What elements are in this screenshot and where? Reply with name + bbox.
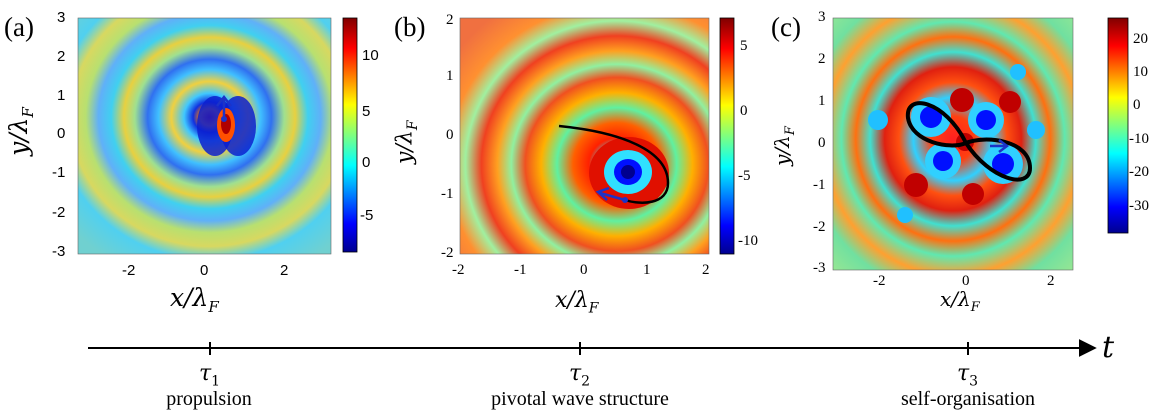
xlabel-text: x/λ [555, 288, 589, 313]
colorbar-tick-label: 0 [1133, 97, 1141, 113]
x-tick-label: 2 [702, 262, 710, 278]
colorbar-tick-label: -5 [738, 168, 751, 184]
stage-1-caption: propulsion [166, 388, 252, 410]
ylabel-sub: F [782, 126, 798, 136]
panel-c-xlabel: x/λF [940, 287, 980, 315]
colorbar-tick-label: 0 [362, 154, 371, 171]
y-tick-label: 2 [818, 51, 826, 67]
stage-2-caption: pivotal wave structure [491, 388, 669, 410]
panel-a-xlabel: x/λF [170, 283, 219, 316]
tau-sub: 3 [969, 373, 979, 390]
ylabel-sub: F [18, 107, 37, 118]
x-tick-label: 0 [200, 262, 209, 279]
xlabel-sub: F [970, 300, 980, 315]
colorbar-tick-label: -10 [1129, 131, 1149, 147]
panel-c-field-details [868, 64, 1045, 223]
panel-b-letter: (b) [394, 12, 426, 42]
panel-c-trajectory [905, 101, 1033, 182]
xlabel-sub: F [588, 300, 599, 317]
colorbar-tick-label: 0 [740, 103, 748, 119]
colorbar-tick-label: 10 [1133, 64, 1148, 80]
y-tick-label: 1 [57, 87, 66, 104]
panel-b-field-details [589, 137, 669, 209]
colorbar-tick-label: 5 [740, 38, 748, 54]
y-tick-label: -1 [813, 177, 826, 193]
panel-b-colorbar [719, 17, 735, 255]
panel-c-velocity-arrow [990, 139, 1010, 153]
y-tick-label: -2 [441, 245, 454, 261]
colorbar-tick-label: 20 [1133, 31, 1148, 47]
colorbar-tick-label: -10 [738, 233, 758, 249]
y-tick-label: -1 [441, 186, 454, 202]
ylabel-text: y/λ [769, 135, 794, 166]
panel-a-velocity-arrow [216, 94, 232, 122]
x-tick-label: -2 [122, 262, 136, 279]
colorbar-tick-label: -5 [360, 207, 374, 224]
x-tick-label: 2 [280, 262, 289, 279]
tau-symbol: τ [569, 361, 582, 386]
xlabel-text: x/λ [940, 287, 971, 311]
panel-b-velocity-arrow [595, 186, 628, 203]
y-tick-label: 0 [818, 135, 826, 151]
tau-symbol: τ [199, 361, 212, 386]
panel-c-letter: (c) [771, 12, 801, 42]
stage-2-symbol: τ2 [569, 361, 590, 389]
y-tick-label: -3 [52, 243, 66, 260]
x-tick-label: 1 [643, 262, 651, 278]
tau-sub: 1 [211, 373, 221, 390]
panel-a-ylabel: y/λF [4, 107, 37, 156]
xlabel-sub: F [208, 298, 219, 316]
x-tick-label: 0 [580, 262, 588, 278]
y-tick-label: 0 [446, 127, 454, 143]
y-tick-label: 3 [818, 9, 826, 25]
timeline [88, 339, 1097, 357]
x-tick-label: -1 [514, 262, 527, 278]
timeline-axis-label: t [1102, 330, 1115, 365]
y-tick-label: 2 [57, 48, 66, 65]
tau-symbol: τ [957, 361, 970, 386]
y-tick-label: 1 [446, 68, 454, 84]
y-tick-label: -3 [813, 260, 826, 276]
ylabel-text: y/λ [392, 130, 418, 164]
y-tick-label: 1 [818, 93, 826, 109]
panel-c-colorbar [1107, 17, 1129, 234]
x-tick-label: 2 [1047, 273, 1055, 289]
panel-b-ylabel: y/λF [393, 120, 421, 164]
x-tick-label: -2 [452, 262, 465, 278]
y-tick-label: 0 [57, 125, 66, 142]
y-tick-label: -2 [813, 219, 826, 235]
colorbar-tick-label: -20 [1129, 164, 1149, 180]
panel-c [832, 17, 1129, 271]
x-tick-label: -2 [873, 273, 886, 289]
colorbar-tick-label: -30 [1129, 198, 1149, 214]
panel-b-xlabel: x/λF [555, 288, 598, 316]
y-tick-label: 2 [446, 12, 454, 28]
y-tick-label: 3 [57, 9, 66, 26]
tau-sub: 2 [581, 373, 591, 390]
y-tick-label: -1 [52, 164, 66, 181]
panel-b-trajectory [558, 124, 670, 204]
stage-1-symbol: τ1 [199, 361, 220, 389]
y-tick-label: -2 [52, 204, 66, 221]
panel-b [459, 17, 735, 255]
stage-3-caption: self-organisation [900, 388, 1036, 410]
panel-c-ylabel: y/λF [770, 126, 798, 166]
panel-a-field-details [197, 96, 256, 156]
stage-3-symbol: τ3 [957, 361, 978, 389]
ylabel-sub: F [404, 120, 421, 131]
x-tick-label: 0 [962, 273, 970, 289]
panel-a [77, 17, 358, 255]
panel-a-letter: (a) [4, 12, 34, 42]
ylabel-text: y/λ [3, 117, 33, 156]
panel-b-heatmap [460, 18, 709, 254]
xlabel-text: x/λ [170, 283, 209, 312]
colorbar-tick-label: 5 [362, 103, 371, 120]
panel-a-colorbar [342, 17, 358, 253]
colorbar-tick-label: 10 [362, 47, 379, 64]
